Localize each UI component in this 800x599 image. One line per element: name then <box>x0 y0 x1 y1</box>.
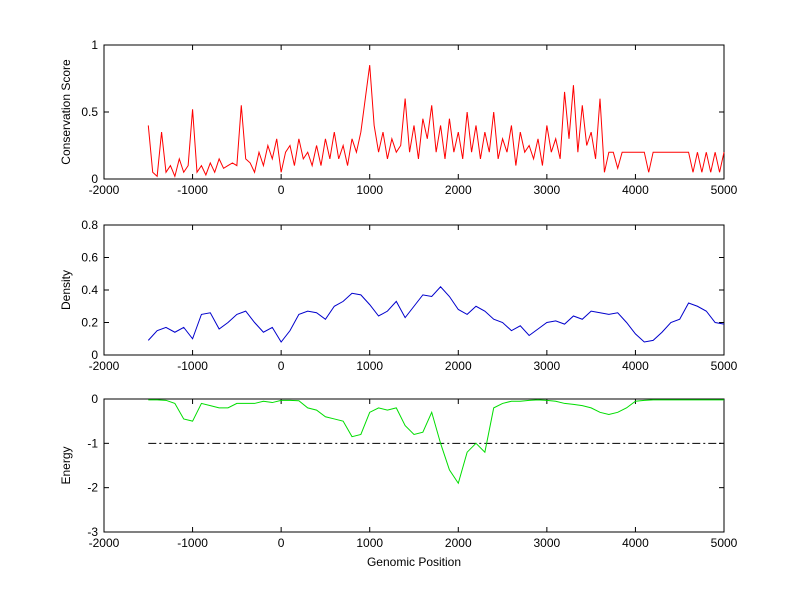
axes-box <box>103 398 725 533</box>
x-tick-label: 5000 <box>711 359 738 373</box>
x-tick-label: 1000 <box>356 359 383 373</box>
x-tick-label: 2000 <box>445 183 472 197</box>
y-tick-label: 0 <box>91 348 98 362</box>
x-tick-label: 2000 <box>445 359 472 373</box>
y-tick-label: 0.8 <box>81 218 98 232</box>
x-tick-label: -2000 <box>89 536 120 550</box>
x-tick-label: 0 <box>278 536 285 550</box>
data-line <box>147 65 725 178</box>
x-tick-label: 2000 <box>445 536 472 550</box>
y-tick-label: 0 <box>91 172 98 186</box>
axes-box <box>103 44 725 180</box>
x-tick-label: 3000 <box>534 359 561 373</box>
x-tick-label: 0 <box>278 183 285 197</box>
x-tick-label: -1000 <box>177 359 208 373</box>
x-tick-label: -1000 <box>177 183 208 197</box>
x-tick-label: -2000 <box>89 359 120 373</box>
y-tick-label: -1 <box>87 436 98 450</box>
x-tick-label: 1000 <box>356 183 383 197</box>
x-tick-label: 4000 <box>622 183 649 197</box>
x-tick-label: 0 <box>278 359 285 373</box>
x-tick-label: 4000 <box>622 536 649 550</box>
y-tick-label: 1 <box>91 38 98 52</box>
x-axis-label: Genomic Position <box>367 555 461 569</box>
x-tick-label: 5000 <box>711 183 738 197</box>
x-tick-label: 3000 <box>534 183 561 197</box>
data-line <box>147 286 725 343</box>
x-tick-label: -2000 <box>89 183 120 197</box>
y-tick-label: 0.6 <box>81 251 98 265</box>
x-tick-label: 3000 <box>534 536 561 550</box>
x-tick-label: 5000 <box>711 536 738 550</box>
y-tick-label: -2 <box>87 481 98 495</box>
y-tick-label: -3 <box>87 525 98 539</box>
y-axis-label: Conservation Score <box>59 59 73 165</box>
x-tick-label: -1000 <box>177 536 208 550</box>
y-tick-label: 0.2 <box>81 316 98 330</box>
x-tick-label: 1000 <box>356 536 383 550</box>
y-tick-label: 0.5 <box>81 105 98 119</box>
y-axis-label: Energy <box>59 446 73 484</box>
data-line <box>148 399 724 485</box>
y-tick-label: 0 <box>91 392 98 406</box>
axes-box <box>103 224 725 356</box>
y-axis-label: Density <box>59 270 73 310</box>
y-tick-label: 0.4 <box>81 283 98 297</box>
x-tick-label: 4000 <box>622 359 649 373</box>
